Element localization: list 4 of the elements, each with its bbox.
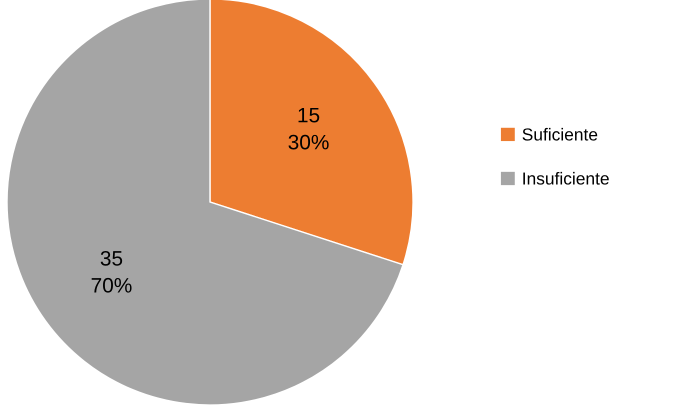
data-label: 35 70% bbox=[92, 250, 132, 293]
legend-label: Suficiente bbox=[522, 128, 598, 141]
data-label: 15 30% bbox=[288, 108, 329, 150]
legend-label: Insuficiente bbox=[523, 172, 609, 185]
